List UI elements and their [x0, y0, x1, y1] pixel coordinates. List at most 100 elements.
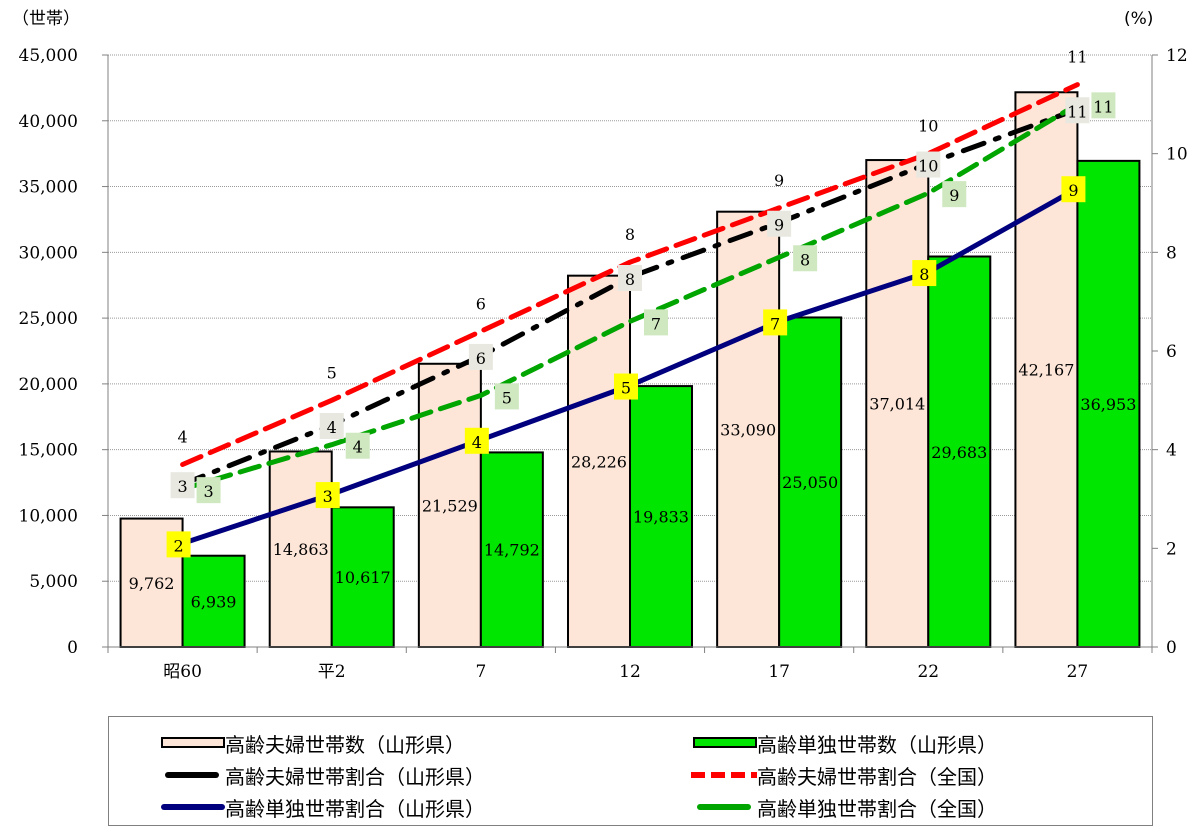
line-value-label: 5 — [327, 363, 337, 382]
line-value-label: 6 — [476, 294, 486, 313]
left-tick-label: 20,000 — [19, 375, 78, 395]
line-value-label: 10 — [918, 117, 938, 136]
line-value-label: 11 — [1093, 97, 1113, 116]
line-label-bg — [170, 472, 195, 499]
axes: 0 5,000 10,000 15,000 20,000 25,000 30,000 35,0… — [19, 46, 1188, 682]
line-label-bg — [614, 373, 638, 400]
legend-item-couple-ratio-yamagata: 高齢夫婦世帯割合（山形県） — [159, 761, 485, 789]
bar-value-label: 29,683 — [931, 443, 987, 462]
line-label-bg — [767, 210, 792, 237]
line-value-label: 11 — [1067, 102, 1087, 121]
line-label-bg — [763, 309, 788, 336]
legend-label: 高齢単独世帯割合（全国） — [757, 796, 997, 821]
bars — [119, 91, 1141, 649]
legend-label: 高齢単独世帯数（山形県） — [757, 732, 997, 757]
line-value-label: 11 — [1067, 48, 1087, 67]
bar — [865, 159, 930, 648]
bar-value-label: 42,167 — [1018, 361, 1074, 380]
left-tick-label: 45,000 — [19, 46, 78, 66]
line-value-label: 4 — [327, 418, 337, 437]
right-axis-unit: (%) — [1124, 9, 1153, 29]
left-axis-unit: （世帯） — [12, 9, 80, 29]
line-value-label: 4 — [177, 427, 187, 446]
left-tick-label: 15,000 — [19, 441, 78, 461]
left-tick-label: 0 — [67, 638, 78, 658]
line-value-label: 3 — [177, 477, 187, 496]
legend-swatch-couple-ratio-national — [691, 761, 757, 789]
line-value-label: 5 — [502, 388, 512, 407]
bar — [330, 506, 395, 648]
line-label-bg — [912, 260, 937, 287]
legend-swatch-couple-count — [159, 729, 225, 757]
legend: 高齢夫婦世帯数（山形県） 高齢単独世帯数（山形県） 高齢夫婦世帯割合（山形県） … — [108, 716, 1153, 826]
line-value-label: 3 — [323, 487, 333, 506]
right-tick-label: 2 — [1166, 539, 1177, 559]
line-value-label: 9 — [774, 171, 784, 190]
line-label-bg — [793, 245, 818, 272]
bar-value-label: 21,529 — [422, 496, 478, 515]
bar — [1076, 159, 1141, 648]
line-label-bg — [618, 265, 642, 291]
bar-value-label: 6,939 — [191, 592, 237, 611]
line-value-label: 10 — [918, 157, 938, 176]
left-tick-label: 40,000 — [19, 112, 78, 132]
line-label-bg — [319, 413, 344, 439]
line-value-label: 2 — [173, 536, 183, 555]
x-tick-label: 昭60 — [163, 662, 202, 682]
line-label-bg — [1065, 97, 1090, 124]
line-label-bg — [942, 181, 967, 208]
right-tick-label: 6 — [1166, 342, 1177, 362]
line-label-bg — [345, 432, 370, 459]
left-tick-label: 5,000 — [29, 572, 78, 592]
line-series — [180, 101, 1080, 492]
right-tick-label: 4 — [1166, 441, 1177, 461]
line-value-label: 7 — [770, 314, 780, 333]
bar-value-label: 28,226 — [571, 452, 627, 471]
bar — [181, 554, 246, 649]
line-value-label: 5 — [621, 379, 631, 398]
line-label-bg — [464, 427, 489, 454]
legend-swatch-single-ratio-yamagata — [159, 793, 225, 821]
bar-value-label: 9,762 — [129, 574, 175, 593]
line-value-label: 8 — [919, 265, 929, 284]
line-label-bg — [468, 343, 493, 370]
legend-swatch-single-count — [691, 729, 757, 757]
x-tick-label: 17 — [768, 662, 790, 682]
line-label-bg — [644, 309, 668, 336]
bar-value-label: 33,090 — [720, 420, 776, 439]
right-tick-label: 10 — [1166, 145, 1188, 165]
legend-swatch-couple-ratio-yamagata — [159, 761, 225, 789]
bar-value-label: 25,050 — [782, 473, 838, 492]
line-label-bg — [916, 151, 941, 178]
bar — [629, 385, 693, 648]
bar-value-label: 10,617 — [335, 568, 391, 587]
x-tick-label: 22 — [917, 662, 939, 682]
legend-label: 高齢夫婦世帯数（山形県） — [225, 732, 465, 757]
line-value-label: 3 — [203, 482, 213, 501]
line-label-bg — [494, 383, 519, 410]
legend-label: 高齢単独世帯割合（山形県） — [225, 796, 485, 821]
bar-value-label: 14,792 — [484, 541, 540, 560]
right-tick-label: 8 — [1166, 243, 1177, 263]
legend-item-couple-count: 高齢夫婦世帯数（山形県） — [159, 729, 465, 757]
legend-item-single-ratio-yamagata: 高齢単独世帯割合（山形県） — [159, 793, 485, 821]
line-value-label: 9 — [1068, 181, 1078, 200]
line-value-label: 8 — [625, 270, 635, 289]
x-tick-label: 12 — [619, 662, 641, 682]
line-value-label: 4 — [353, 438, 363, 457]
left-tick-label: 30,000 — [19, 243, 78, 263]
line-label-bg — [1091, 92, 1116, 119]
legend-item-single-ratio-national: 高齢単独世帯割合（全国） — [691, 793, 997, 821]
bar-value-label: 14,863 — [273, 540, 329, 559]
legend-swatch-single-ratio-national — [691, 793, 757, 821]
line-value-label: 6 — [476, 349, 486, 368]
left-tick-label: 25,000 — [19, 309, 78, 329]
bar-value-label: 37,014 — [869, 395, 925, 414]
line-value-label: 8 — [625, 225, 635, 244]
bar-value-label: 36,953 — [1080, 395, 1136, 414]
left-tick-label: 35,000 — [19, 178, 78, 198]
right-tick-label: 12 — [1166, 46, 1188, 66]
data-labels: 9,762 14,863 21,529 28,226 33,090 37,014 42,16… — [129, 48, 1137, 612]
right-tick-label: 0 — [1166, 638, 1177, 658]
left-tick-label: 10,000 — [19, 506, 78, 526]
